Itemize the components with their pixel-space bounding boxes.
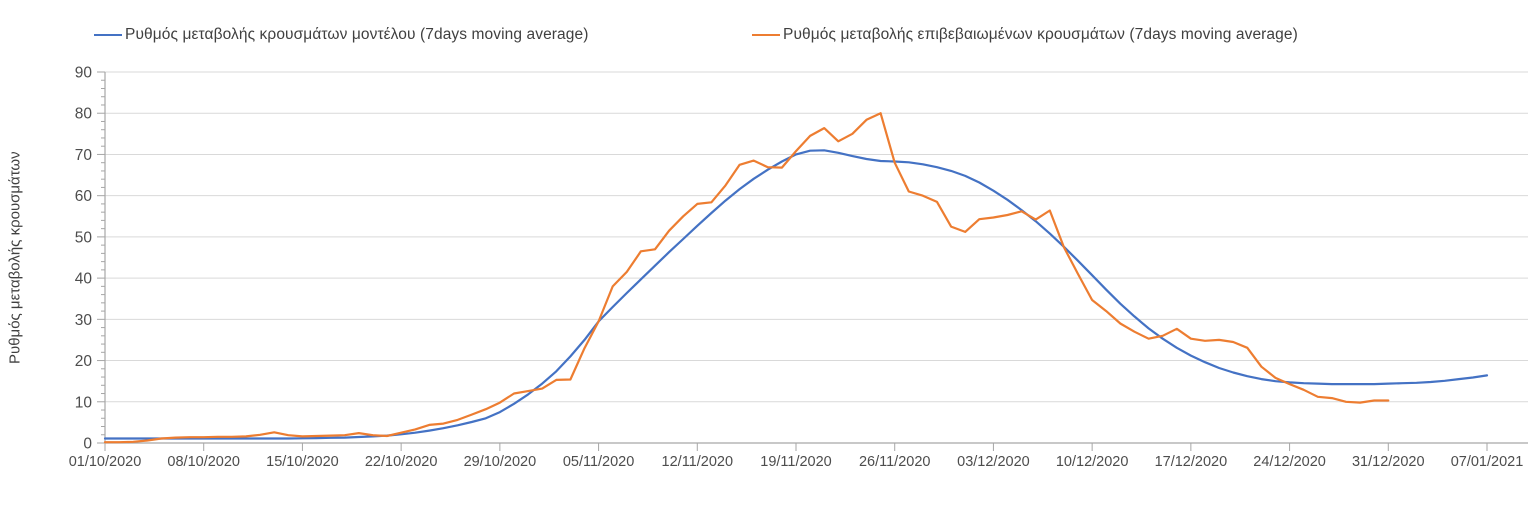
x-tick-label: 24/12/2020 — [1253, 454, 1326, 470]
y-tick-label: 30 — [75, 312, 93, 329]
y-axis-title: Ρυθμός μεταβολής κρουσμάτων — [6, 151, 24, 364]
y-tick-label: 50 — [75, 229, 93, 246]
series-line-1 — [103, 112, 1390, 444]
y-tick-label: 70 — [75, 147, 93, 164]
x-tick-label: 08/10/2020 — [167, 454, 240, 470]
series-line-0 — [103, 149, 1489, 440]
legend-line-swatch-confirmed — [752, 33, 780, 37]
legend-item-confirmed: Ρυθμός μεταβολής επιβεβαιωμένων κρουσμάτ… — [752, 26, 1298, 44]
x-tick-label: 17/12/2020 — [1155, 454, 1228, 470]
x-tick-label: 19/11/2020 — [760, 454, 832, 470]
y-tick-label: 10 — [75, 394, 93, 411]
x-tick-label: 12/11/2020 — [662, 454, 734, 470]
x-tick-label: 15/10/2020 — [266, 454, 339, 470]
x-tick-label: 07/01/2021 — [1451, 454, 1524, 470]
y-tick-label: 40 — [75, 271, 93, 288]
y-tick-label: 0 — [83, 436, 92, 453]
y-tick-label: 20 — [75, 353, 93, 370]
x-tick-label: 03/12/2020 — [957, 454, 1030, 470]
x-tick-label: 05/11/2020 — [563, 454, 635, 470]
chart-legend: Ρυθμός μεταβολής κρουσμάτων μοντέλου (7d… — [0, 0, 1538, 52]
x-tick-label: 31/12/2020 — [1352, 454, 1425, 470]
x-tick-label: 01/10/2020 — [69, 454, 142, 470]
legend-label-confirmed: Ρυθμός μεταβολής επιβεβαιωμένων κρουσμάτ… — [783, 26, 1298, 43]
y-tick-label: 90 — [75, 65, 93, 82]
legend-item-model: Ρυθμός μεταβολής κρουσμάτων μοντέλου (7d… — [94, 26, 588, 44]
y-tick-label: 60 — [75, 188, 93, 205]
x-tick-label: 29/10/2020 — [464, 454, 537, 470]
legend-label-model: Ρυθμός μεταβολής κρουσμάτων μοντέλου (7d… — [125, 26, 589, 43]
x-tick-label: 10/12/2020 — [1056, 454, 1129, 470]
x-tick-label: 26/11/2020 — [859, 454, 931, 470]
x-tick-label: 22/10/2020 — [365, 454, 438, 470]
legend-line-swatch-model — [94, 33, 122, 37]
y-tick-label: 80 — [75, 106, 93, 123]
